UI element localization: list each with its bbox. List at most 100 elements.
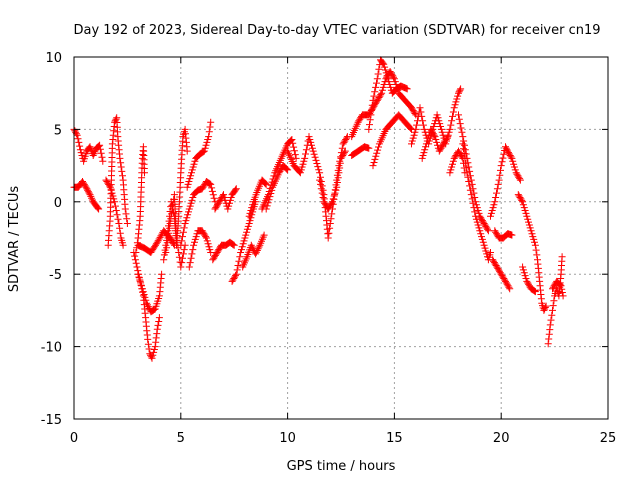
data-point-marker	[329, 198, 336, 206]
data-point-marker	[206, 123, 214, 131]
data-point-marker	[276, 167, 284, 175]
data-point-marker	[71, 127, 79, 135]
data-point-marker	[183, 147, 191, 155]
data-point-marker	[297, 166, 305, 174]
data-point-marker	[448, 117, 456, 125]
data-point-marker	[503, 280, 511, 288]
data-point-marker	[491, 198, 499, 206]
data-point-marker	[410, 131, 418, 139]
data-point-marker	[437, 123, 444, 130]
data-point-marker	[339, 140, 347, 148]
data-point-marker	[374, 70, 382, 78]
data-point-marker	[481, 221, 489, 229]
data-point-marker	[381, 63, 389, 71]
series-t37	[544, 253, 566, 348]
series-t20	[262, 162, 292, 213]
data-point-marker	[141, 169, 148, 177]
data-point-marker	[232, 272, 239, 280]
data-point-marker	[188, 166, 196, 174]
series-t38	[549, 277, 567, 300]
data-point-marker	[205, 128, 213, 136]
data-point-marker	[522, 275, 530, 282]
data-point-marker	[386, 81, 394, 88]
data-point-marker	[508, 231, 516, 239]
data-point-marker	[517, 195, 525, 203]
data-point-marker	[119, 172, 126, 180]
data-point-marker	[105, 180, 113, 188]
data-point-marker	[455, 89, 462, 97]
data-point-marker	[488, 207, 496, 214]
data-point-marker	[290, 147, 298, 155]
data-point-marker	[141, 293, 149, 301]
data-point-marker	[112, 115, 120, 123]
data-point-marker	[185, 205, 193, 213]
data-point-marker	[523, 277, 531, 285]
data-point-marker	[208, 184, 216, 192]
data-point-marker	[150, 306, 157, 314]
data-point-marker	[329, 195, 337, 203]
data-point-marker	[158, 270, 166, 278]
data-point-marker	[148, 354, 156, 362]
data-point-marker	[84, 186, 92, 194]
data-point-marker	[460, 150, 468, 157]
data-point-marker	[496, 267, 503, 275]
data-point-marker	[205, 133, 213, 141]
data-point-marker	[403, 85, 411, 93]
data-point-marker	[316, 169, 324, 177]
data-point-marker	[509, 157, 517, 165]
data-point-marker	[439, 141, 447, 149]
data-point-marker	[521, 207, 529, 214]
series-t7	[134, 270, 166, 316]
data-point-marker	[437, 144, 445, 152]
data-point-marker	[458, 128, 466, 136]
data-point-marker	[201, 144, 209, 152]
data-point-marker	[261, 179, 268, 187]
data-point-marker	[198, 185, 206, 193]
data-point-marker	[152, 334, 160, 342]
data-point-marker	[390, 73, 397, 81]
data-point-marker	[165, 224, 173, 232]
data-point-marker	[555, 280, 563, 288]
plot-frame	[73, 56, 609, 420]
data-point-marker	[490, 201, 498, 209]
data-point-marker	[282, 164, 290, 172]
data-point-marker	[449, 157, 457, 165]
data-point-marker	[302, 146, 310, 154]
data-point-marker	[300, 157, 308, 165]
data-point-marker	[243, 225, 251, 233]
data-point-marker	[247, 214, 255, 222]
data-point-marker	[432, 136, 440, 143]
data-point-marker	[183, 183, 191, 191]
data-point-marker	[519, 263, 527, 271]
data-point-marker	[435, 117, 443, 125]
data-point-marker	[378, 86, 386, 94]
data-point-marker	[179, 250, 187, 258]
data-point-marker	[475, 224, 483, 232]
data-point-marker	[82, 183, 90, 191]
data-point-marker	[478, 217, 486, 225]
data-point-marker	[525, 218, 532, 226]
data-point-marker	[447, 121, 455, 129]
data-point-marker	[438, 143, 446, 151]
data-point-marker	[446, 169, 454, 177]
data-point-marker	[338, 144, 346, 152]
data-point-marker	[79, 178, 86, 185]
data-point-marker	[155, 318, 163, 325]
data-point-marker	[375, 143, 382, 151]
data-point-marker	[423, 137, 431, 145]
data-point-marker	[210, 254, 218, 262]
data-point-marker	[546, 321, 554, 329]
data-point-marker	[382, 69, 390, 77]
data-point-marker	[487, 249, 494, 256]
data-point-marker	[549, 306, 556, 314]
data-point-marker	[123, 220, 131, 227]
data-point-marker	[427, 125, 435, 133]
data-point-marker	[500, 275, 508, 282]
data-point-marker	[86, 191, 94, 199]
data-point-marker	[515, 173, 523, 181]
data-point-marker	[547, 316, 555, 324]
data-point-marker	[203, 138, 211, 146]
data-point-marker	[541, 304, 549, 311]
data-point-marker	[433, 138, 441, 146]
